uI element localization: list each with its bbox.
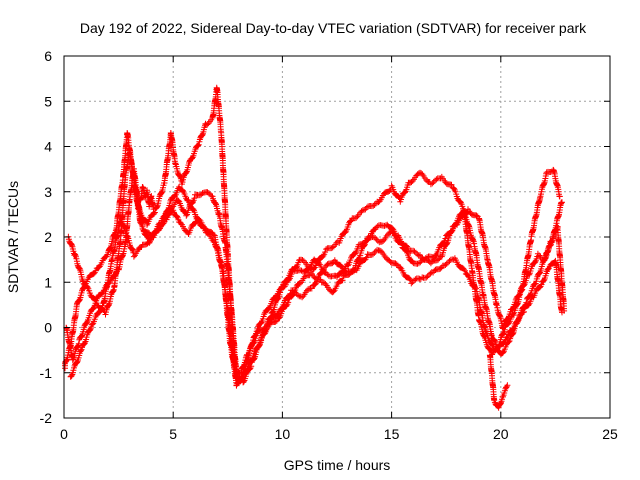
y-tick-label: 6 [44,48,52,64]
y-tick-label: 1 [44,274,52,290]
y-tick-label: 0 [44,320,52,336]
x-tick-label: 25 [602,426,618,442]
chart-title: Day 192 of 2022, Sidereal Day-to-day VTE… [80,20,587,36]
x-axis-label: GPS time / hours [284,457,391,473]
data-point-markers [486,352,511,411]
data-point-markers [137,184,157,213]
x-tick-label: 10 [275,426,291,442]
y-tick-label: 5 [44,93,52,109]
x-tick-label: 20 [493,426,509,442]
y-tick-label: 2 [44,229,52,245]
series-track-6 [137,184,157,213]
x-tick-label: 15 [384,426,400,442]
y-tick-label: 3 [44,184,52,200]
y-axis-label: SDTVAR / TECUs [5,181,21,293]
marks-layer [62,84,568,411]
x-tick-label: 5 [169,426,177,442]
series-track-4 [67,184,565,389]
ticks-layer: 0 5 10 15 20 25 -2 -1 0 1 2 3 4 5 6 [40,48,618,442]
y-tick-label: 4 [44,139,52,155]
x-tick-label: 0 [60,426,68,442]
series-track-5 [486,352,511,411]
data-point-markers [67,184,565,389]
y-tick-label: -2 [40,410,53,426]
y-tick-label: -1 [40,365,53,381]
